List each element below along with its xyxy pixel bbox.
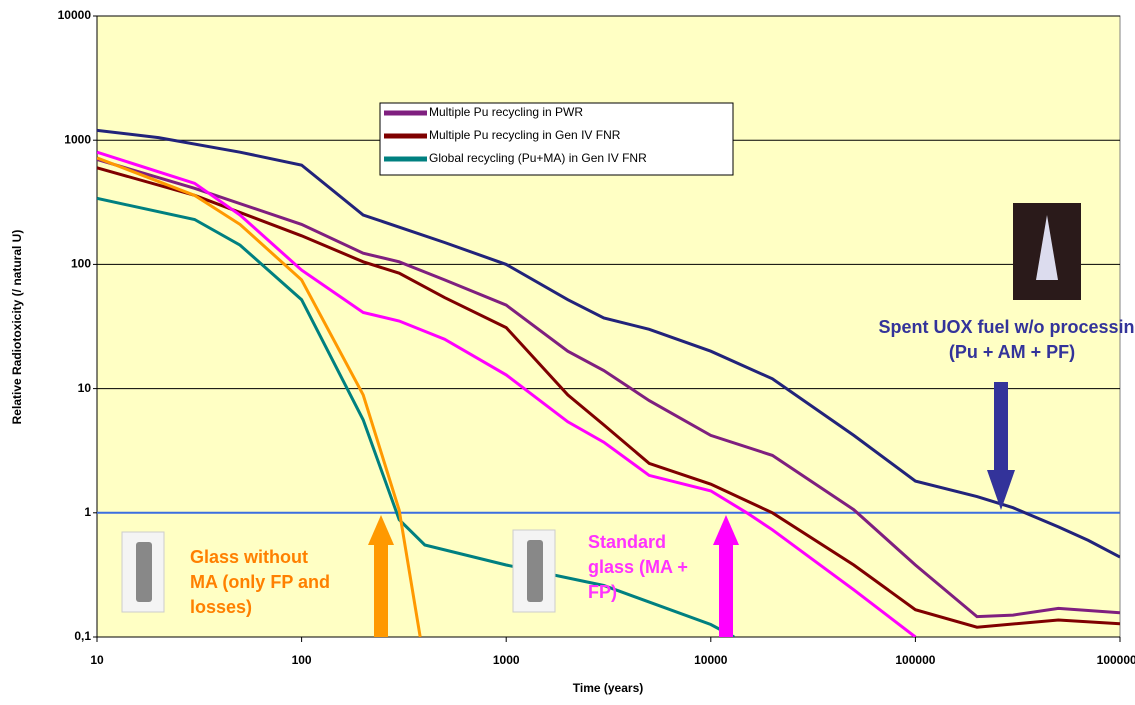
annotation: FP) [588, 582, 617, 602]
glass-canister-image [121, 531, 165, 613]
annotation: Standard [588, 532, 666, 552]
series-line [97, 157, 1120, 619]
y-tick-label: 10 [78, 381, 92, 395]
series-line [97, 166, 1120, 629]
arrow [368, 515, 394, 637]
x-tick-label: 100 [292, 653, 312, 667]
x-tick-label: 1000 [493, 653, 520, 667]
series-line [97, 196, 735, 637]
legend: Multiple Pu recycling in PWR Multiple Pu … [379, 102, 734, 176]
x-tick-label: 10 [90, 653, 104, 667]
x-tick-label: 10000 [694, 653, 728, 667]
y-tick-label: 1000 [64, 132, 91, 146]
y-tick-label: 100 [71, 257, 91, 271]
annotation: (Pu + AM + PF) [949, 342, 1075, 362]
legend-label: Multiple Pu recycling in PWR [429, 105, 583, 119]
glass-canister-image [512, 529, 556, 613]
annotation: Spent UOX fuel w/o processing [878, 317, 1135, 337]
annotation: Glass without [190, 547, 308, 567]
y-tick-label: 1 [84, 505, 91, 519]
series-line [97, 128, 1120, 559]
arrow [987, 382, 1015, 510]
legend-label: Global recycling (Pu+MA) in Gen IV FNR [429, 151, 647, 165]
x-tick-label: 1000000 [1097, 653, 1135, 667]
arrow [713, 515, 739, 637]
y-tick-label: 0,1 [74, 629, 91, 643]
legend-box [379, 102, 734, 176]
x-tick-label: 100000 [895, 653, 935, 667]
annotation: MA (only FP and [190, 572, 330, 592]
y-axis-label: Relative Radiotoxicity (/ natural U) [10, 230, 24, 425]
x-axis-label: Time (years) [573, 681, 643, 695]
y-tick-label: 10000 [58, 8, 92, 22]
annotation: losses) [190, 597, 252, 617]
annotation: glass (MA + [588, 557, 688, 577]
fuel-image [1013, 203, 1081, 300]
legend-label: Multiple Pu recycling in Gen IV FNR [429, 128, 621, 142]
series-line [97, 150, 917, 637]
series-line [97, 156, 422, 637]
